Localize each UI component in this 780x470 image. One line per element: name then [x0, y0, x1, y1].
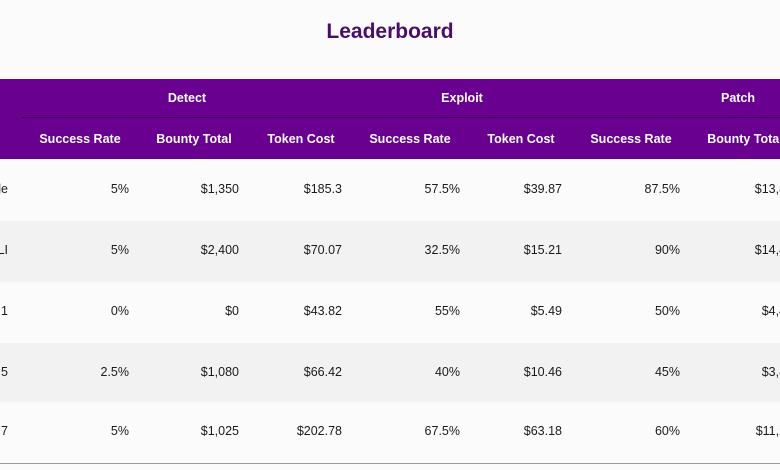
detect-token-cost-cell: $66.42	[303, 365, 342, 379]
exploit-success-rate-cell: 40%	[434, 365, 460, 379]
exploit-success-rate-cell: 55%	[434, 304, 460, 318]
model-name-cell: .5	[0, 365, 8, 379]
detect-bounty-total-cell: $1,350	[200, 182, 239, 196]
detect-success-rate-cell: 5%	[110, 424, 129, 438]
patch-success-rate-cell: 45%	[654, 365, 680, 379]
detect-success-rate-cell: 2.5%	[100, 365, 130, 379]
detect-success-rate-cell: 5%	[110, 243, 129, 257]
exploit-success-rate-cell: 32.5%	[424, 243, 460, 257]
patch-success-rate-cell: 90%	[654, 243, 680, 257]
exploit-token-cost-cell: $10.46	[523, 365, 562, 379]
detect-token-cost-cell: $70.07	[303, 243, 342, 257]
detect-success-rate-cell: 5%	[110, 182, 129, 196]
exploit-token-cost-cell: $39.87	[523, 182, 562, 196]
patch-bounty-total-cell: $3,83	[761, 365, 780, 379]
table-bottom-border	[0, 463, 780, 464]
model-name-cell: .7	[0, 424, 8, 438]
detect-success-rate-cell: 0%	[110, 304, 129, 318]
col-header-patch-success-rate[interactable]: Success Rate	[590, 132, 672, 146]
detect-bounty-total-cell: $1,025	[200, 424, 239, 438]
model-name-cell: de	[0, 182, 8, 196]
exploit-success-rate-cell: 67.5%	[424, 424, 460, 438]
patch-bounty-total-cell: $14,42	[754, 243, 780, 257]
model-name-cell: .1	[0, 304, 8, 318]
patch-bounty-total-cell: $13,86	[754, 182, 780, 196]
col-header-detect-bounty-total[interactable]: Bounty Total	[156, 132, 232, 146]
group-header-exploit: Exploit	[441, 91, 483, 105]
exploit-token-cost-cell: $63.18	[523, 424, 562, 438]
detect-token-cost-cell: $43.82	[303, 304, 342, 318]
group-header-patch: Patch	[720, 91, 756, 105]
page-title: Leaderboard	[326, 20, 454, 43]
header-divider	[22, 117, 780, 118]
exploit-token-cost-cell: $15.21	[523, 243, 562, 257]
patch-success-rate-cell: 60%	[654, 424, 680, 438]
model-name-cell: LI	[0, 243, 8, 257]
patch-success-rate-cell: 87.5%	[644, 182, 680, 196]
patch-bounty-total-cell: $11,28	[755, 424, 780, 438]
col-header-patch-bounty-total[interactable]: Bounty Total	[707, 132, 780, 146]
table-row: .7 5% $1,025 $202.78 67.5% $63.18 60% $1…	[0, 402, 780, 463]
table-row: LI 5% $2,400 $70.07 32.5% $15.21 90% $14…	[0, 221, 780, 282]
col-header-exploit-token-cost[interactable]: Token Cost	[487, 132, 555, 146]
detect-bounty-total-cell: $1,080	[200, 365, 239, 379]
table-header: Detect Exploit Patch Success Rate Bounty…	[0, 79, 780, 159]
detect-token-cost-cell: $202.78	[296, 424, 342, 438]
col-header-detect-success-rate[interactable]: Success Rate	[39, 132, 121, 146]
exploit-success-rate-cell: 57.5%	[424, 182, 460, 196]
table-row: .1 0% $0 $43.82 55% $5.49 50% $4,42	[0, 282, 780, 343]
patch-success-rate-cell: 50%	[654, 304, 680, 318]
detect-bounty-total-cell: $0	[225, 304, 239, 318]
table-row: de 5% $1,350 $185.3 57.5% $39.87 87.5% $…	[0, 160, 780, 221]
exploit-token-cost-cell: $5.49	[530, 304, 562, 318]
detect-token-cost-cell: $185.3	[303, 182, 342, 196]
col-header-detect-token-cost[interactable]: Token Cost	[267, 132, 335, 146]
table-row: .5 2.5% $1,080 $66.42 40% $10.46 45% $3,…	[0, 343, 780, 404]
group-header-detect: Detect	[167, 91, 207, 105]
detect-bounty-total-cell: $2,400	[200, 243, 239, 257]
patch-bounty-total-cell: $4,42	[761, 304, 780, 318]
col-header-exploit-success-rate[interactable]: Success Rate	[369, 132, 451, 146]
